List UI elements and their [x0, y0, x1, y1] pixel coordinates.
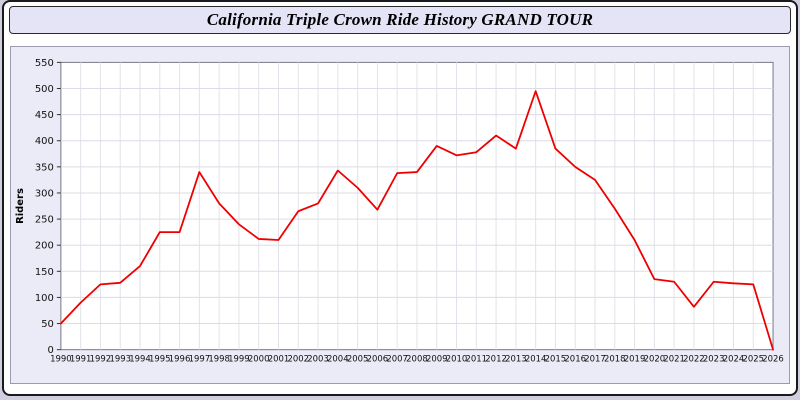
- x-tick-label: 1990: [50, 354, 72, 364]
- x-tick-label: 1996: [169, 354, 191, 364]
- y-tick-label: 0: [48, 345, 54, 356]
- x-tick-label: 2002: [287, 354, 309, 364]
- x-tick-label: 2001: [268, 354, 290, 364]
- x-tick-label: 2019: [624, 354, 646, 364]
- y-tick-label: 300: [35, 188, 54, 199]
- y-tick-label: 350: [35, 162, 54, 173]
- y-tick-label: 150: [35, 267, 54, 278]
- x-tick-label: 2024: [723, 354, 745, 364]
- x-tick-label: 1997: [189, 354, 211, 364]
- y-tick-label: 200: [35, 241, 54, 252]
- y-tick-label: 250: [35, 215, 54, 226]
- x-tick-label: 2021: [663, 354, 685, 364]
- x-tick-label: 2020: [644, 354, 666, 364]
- x-tick-label: 2007: [386, 354, 408, 364]
- x-tick-label: 2003: [307, 354, 329, 364]
- y-tick-label: 50: [41, 319, 54, 330]
- y-tick-label: 500: [35, 84, 54, 95]
- x-tick-label: 2014: [525, 354, 547, 364]
- x-tick-label: 1998: [208, 354, 230, 364]
- x-tick-label: 2004: [327, 354, 349, 364]
- y-tick-label: 400: [35, 136, 54, 147]
- x-tick-label: 2012: [485, 354, 507, 364]
- x-tick-label: 2023: [703, 354, 725, 364]
- x-tick-label: 1994: [129, 354, 151, 364]
- x-tick-label: 2006: [367, 354, 389, 364]
- x-tick-label: 2022: [683, 354, 705, 364]
- x-tick-label: 2025: [742, 354, 764, 364]
- x-tick-label: 2010: [446, 354, 468, 364]
- x-tick-label: 1991: [70, 354, 92, 364]
- x-tick-label: 1992: [90, 354, 112, 364]
- x-tick-label: 2008: [406, 354, 428, 364]
- y-tick-label: 550: [35, 58, 54, 69]
- x-tick-label: 2018: [604, 354, 626, 364]
- page-title: California Triple Crown Ride History GRA…: [206, 10, 594, 29]
- x-tick-label: 1993: [109, 354, 131, 364]
- x-tick-label: 2013: [505, 354, 527, 364]
- y-tick-label: 100: [35, 293, 54, 304]
- x-tick-label: 2026: [762, 354, 784, 364]
- ride-history-line-chart: 1990199119921993199419951996199719981999…: [15, 58, 784, 364]
- x-tick-label: 1999: [228, 354, 250, 364]
- x-tick-label: 2015: [545, 354, 567, 364]
- x-tick-label: 1995: [149, 354, 171, 364]
- x-tick-label: 2005: [347, 354, 369, 364]
- x-tick-label: 2009: [426, 354, 448, 364]
- x-tick-label: 2000: [248, 354, 270, 364]
- x-tick-label: 2011: [466, 354, 488, 364]
- chart-panel: 1990 1991 1992 1993 1994 1995 1996 1997 1998 1999…: [10, 46, 790, 384]
- riders-series-line: [59, 90, 774, 351]
- y-tick-label: 450: [35, 110, 54, 121]
- x-tick-label: 2016: [564, 354, 586, 364]
- title-bar: California Triple Crown Ride History GRA…: [9, 6, 791, 34]
- y-axis-label: Riders: [15, 188, 26, 224]
- x-tick-label: 2017: [584, 354, 606, 364]
